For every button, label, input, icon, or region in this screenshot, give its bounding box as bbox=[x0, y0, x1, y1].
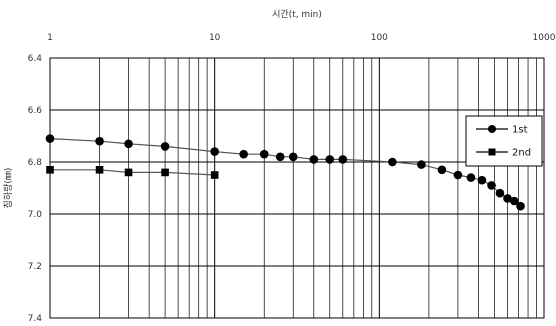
point-1st bbox=[509, 196, 519, 206]
legend-marker-1st bbox=[488, 125, 496, 133]
point-1st bbox=[453, 170, 463, 180]
legend-box bbox=[465, 115, 543, 167]
point-1st bbox=[210, 147, 219, 156]
point-1st bbox=[417, 160, 426, 169]
legend-label-1st: 1st bbox=[512, 125, 528, 136]
point-1st bbox=[275, 152, 285, 162]
y-axis-title: 침하량(㎜) bbox=[2, 168, 14, 209]
x-tick-label: 1000 bbox=[533, 33, 556, 43]
point-1st bbox=[124, 139, 133, 149]
point-1st bbox=[45, 134, 55, 143]
x-tick-label: 1 bbox=[47, 33, 53, 43]
point-2nd bbox=[161, 168, 169, 177]
point-1st bbox=[160, 142, 170, 151]
point-2nd bbox=[46, 166, 54, 174]
point-1st bbox=[495, 188, 505, 198]
y-tick-label: 7.0 bbox=[28, 210, 43, 220]
y-tick-label: 6.6 bbox=[28, 106, 43, 116]
point-1st bbox=[388, 157, 397, 167]
point-1st bbox=[487, 181, 496, 190]
point-1st bbox=[437, 165, 447, 175]
point-1st bbox=[477, 175, 487, 185]
point-1st bbox=[259, 149, 269, 159]
point-1st bbox=[309, 155, 319, 164]
point-2nd bbox=[124, 168, 133, 177]
y-tick-label: 6.8 bbox=[28, 158, 43, 168]
x-tick-labels: 1 10 100 1000 bbox=[47, 33, 556, 43]
point-1st bbox=[288, 152, 298, 162]
y-tick-label: 6.4 bbox=[28, 54, 43, 64]
point-1st bbox=[95, 136, 104, 146]
point-1st bbox=[516, 201, 525, 211]
plot-area bbox=[49, 57, 545, 319]
y-tick-labels: 6.4 6.6 6.8 7.0 7.2 7.4 bbox=[28, 54, 43, 324]
point-1st bbox=[325, 155, 335, 164]
point-1st bbox=[338, 155, 348, 164]
point-2nd bbox=[210, 171, 219, 179]
point-1st bbox=[466, 173, 476, 182]
series-layer bbox=[45, 134, 525, 211]
legend: 1st 2nd bbox=[465, 115, 543, 167]
x-tick-label: 100 bbox=[371, 33, 388, 43]
point-1st bbox=[503, 194, 512, 203]
x-tick-label: 10 bbox=[209, 33, 221, 43]
point-1st bbox=[239, 149, 248, 159]
x-axis-title: 시간(t, min) bbox=[272, 9, 322, 20]
legend-marker-2nd bbox=[488, 148, 496, 156]
point-2nd bbox=[95, 166, 104, 174]
y-tick-label: 7.2 bbox=[28, 262, 42, 272]
legend-label-2nd: 2nd bbox=[512, 148, 531, 159]
y-tick-label: 7.4 bbox=[28, 314, 43, 324]
